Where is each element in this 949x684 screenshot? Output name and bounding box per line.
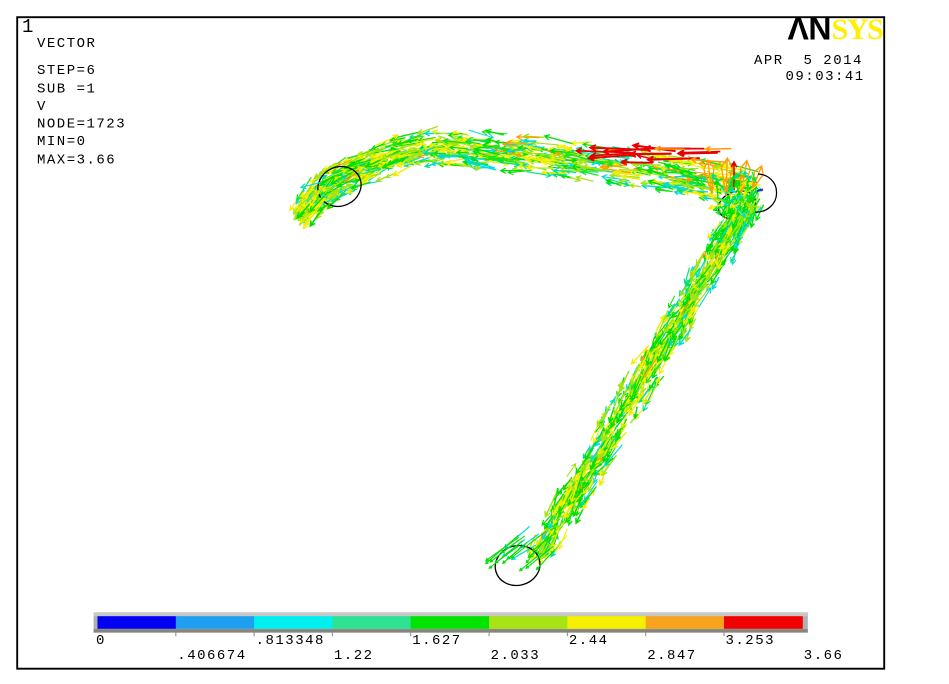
svg-text:.813348: .813348 bbox=[256, 633, 325, 649]
svg-text:SYS: SYS bbox=[832, 13, 884, 46]
svg-text:2.44: 2.44 bbox=[569, 633, 609, 649]
svg-text:2.033: 2.033 bbox=[491, 648, 541, 664]
svg-text:1: 1 bbox=[22, 16, 33, 38]
svg-text:SUB =1: SUB =1 bbox=[37, 82, 96, 98]
svg-text:VECTOR: VECTOR bbox=[37, 36, 96, 52]
svg-text:ΛN: ΛN bbox=[788, 11, 831, 47]
svg-text:09:03:41: 09:03:41 bbox=[786, 69, 865, 85]
svg-text:APR 5 2014: APR 5 2014 bbox=[754, 53, 863, 69]
svg-text:1.627: 1.627 bbox=[412, 633, 462, 649]
svg-text:3.253: 3.253 bbox=[726, 633, 776, 649]
svg-text:1.22: 1.22 bbox=[334, 648, 374, 664]
svg-text:0: 0 bbox=[96, 633, 106, 649]
svg-text:.406674: .406674 bbox=[177, 648, 246, 664]
svg-text:STEP=6: STEP=6 bbox=[37, 63, 96, 79]
svg-text:MAX=3.66: MAX=3.66 bbox=[37, 153, 116, 169]
svg-text:V: V bbox=[37, 99, 47, 115]
svg-text:2.847: 2.847 bbox=[647, 648, 697, 664]
svg-text:3.66: 3.66 bbox=[804, 648, 844, 664]
svg-text:NODE=1723: NODE=1723 bbox=[37, 117, 126, 133]
svg-text:MIN=0: MIN=0 bbox=[37, 134, 87, 150]
